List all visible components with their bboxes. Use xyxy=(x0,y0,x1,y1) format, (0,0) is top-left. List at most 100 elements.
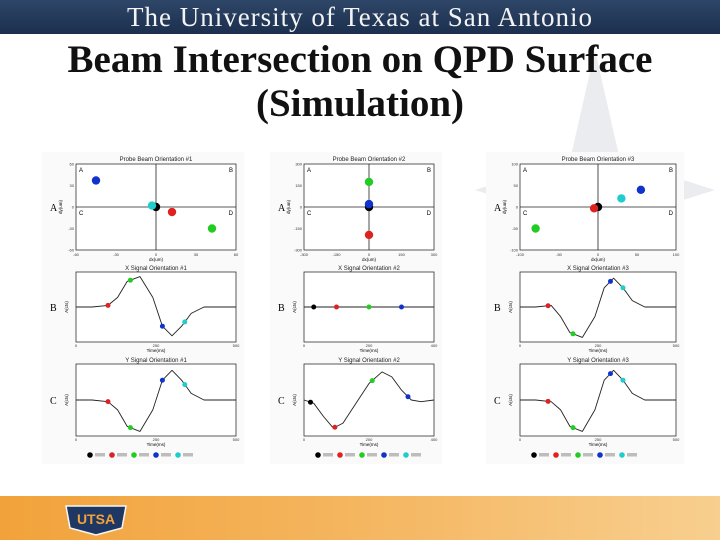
quadrant-label: B xyxy=(669,168,673,174)
legend-swatch xyxy=(403,452,409,458)
signal-marker xyxy=(607,371,613,377)
legend-swatch xyxy=(597,452,603,458)
legend-text-placeholder xyxy=(95,453,105,457)
y-tick-label: 60 xyxy=(70,162,75,167)
signal-marker xyxy=(570,331,576,337)
quadrant-label: D xyxy=(669,211,674,217)
y-tick-label: 0 xyxy=(300,205,303,210)
x-axis-label: dx(um) xyxy=(362,257,377,262)
y-axis-label: A(cts) xyxy=(508,301,513,313)
scatter-point xyxy=(636,185,646,194)
y-tick-label: 150 xyxy=(295,183,302,188)
x-tick-label: -60 xyxy=(73,252,80,257)
simulation-panel-1-chart: Probe Beam Orientation #1 A B C D -60 -30 0 30 60… xyxy=(50,157,240,458)
signal-marker xyxy=(105,399,111,405)
legend-text-placeholder xyxy=(605,453,615,457)
y-tick-label: -30 xyxy=(68,226,75,231)
x-axis-label: dx(um) xyxy=(591,257,606,262)
y-axis-label: A(cts) xyxy=(292,301,297,313)
slide-title: Beam Intersection on QPD Surface (Simula… xyxy=(0,38,720,126)
row-label: A xyxy=(278,203,286,214)
x-tick-label: 400 xyxy=(431,343,438,348)
signal-marker xyxy=(366,304,372,310)
row-label: C xyxy=(50,396,57,407)
y-tick-label: 0 xyxy=(516,205,519,210)
x-axis-label: Time(ms) xyxy=(147,348,166,353)
x-tick-label: 0 xyxy=(155,252,158,257)
row-label: C xyxy=(494,396,501,407)
signal-marker xyxy=(545,303,551,309)
y-axis-label: A(cts) xyxy=(508,394,513,406)
signal-line xyxy=(520,369,676,432)
x-tick-label: 30 xyxy=(194,252,199,257)
simulation-panel-2-chart: Probe Beam Orientation #2 A B C D -300 -150 0 15… xyxy=(278,157,438,458)
scatter-point xyxy=(364,177,374,187)
scatter-title: Probe Beam Orientation #2 xyxy=(333,157,406,163)
x-axis-label: Time(ms) xyxy=(360,348,379,353)
x-tick-label: 200 xyxy=(366,343,373,348)
y-axis-label: A(cts) xyxy=(64,394,69,406)
scatter-point xyxy=(364,230,374,240)
signal-marker xyxy=(308,399,313,405)
quadrant-label: D xyxy=(229,211,234,217)
signal-marker xyxy=(399,304,404,310)
x-tick-label: 0 xyxy=(75,343,78,348)
quadrant-label: C xyxy=(307,211,312,217)
legend-swatch xyxy=(337,452,343,458)
legend-text-placeholder xyxy=(117,453,127,457)
signal-marker xyxy=(182,382,188,388)
x-tick-label: 300 xyxy=(431,252,438,257)
x-tick-label: -300 xyxy=(300,252,309,257)
scatter-title: Probe Beam Orientation #3 xyxy=(562,157,635,163)
legend-text-placeholder xyxy=(583,453,593,457)
y-tick-label: -150 xyxy=(294,226,303,231)
signal-marker xyxy=(159,377,165,383)
signal-title: X Signal Orientation #1 xyxy=(125,266,187,272)
x-tick-label: -30 xyxy=(113,252,120,257)
row-label: B xyxy=(278,303,285,314)
legend-text-placeholder xyxy=(323,453,333,457)
x-axis-label: Time(ms) xyxy=(360,442,379,447)
legend-swatch xyxy=(153,452,159,458)
header-bar: The University of Texas at San Antonio xyxy=(0,0,720,34)
legend-swatch xyxy=(87,452,93,458)
scatter-point xyxy=(91,176,101,185)
simulation-panel-2: Probe Beam Orientation #2 A B C D -300 -150 0 15… xyxy=(270,152,442,464)
y-axis-label: A(cts) xyxy=(64,301,69,313)
quadrant-label: C xyxy=(523,211,528,217)
scatter-point xyxy=(531,224,540,233)
simulation-panel-3-chart: Probe Beam Orientation #3 A B C D -100 -50 0 50 1… xyxy=(494,157,680,458)
signal-marker xyxy=(127,425,133,431)
scatter-point xyxy=(147,201,157,210)
y-tick-label: 30 xyxy=(70,183,75,188)
legend-text-placeholder xyxy=(539,453,549,457)
signal-marker xyxy=(182,319,188,325)
legend-text-placeholder xyxy=(161,453,171,457)
scatter-point xyxy=(207,224,217,233)
legend-swatch xyxy=(359,452,365,458)
signal-title: Y Signal Orientation #1 xyxy=(125,358,187,364)
x-axis-label: Time(ms) xyxy=(589,348,608,353)
signal-frame xyxy=(303,363,435,437)
x-tick-label: 50 xyxy=(635,252,640,257)
slide-title-line1: Beam Intersection on QPD Surface xyxy=(67,38,653,81)
scatter-point xyxy=(589,204,599,213)
quadrant-label: B xyxy=(427,168,431,174)
x-tick-label: -150 xyxy=(332,252,341,257)
x-tick-label: 500 xyxy=(233,437,240,442)
x-tick-label: 250 xyxy=(153,343,160,348)
signal-line xyxy=(520,277,676,338)
quadrant-label: A xyxy=(523,168,527,174)
signal-title: X Signal Orientation #3 xyxy=(567,266,629,272)
y-tick-label: -50 xyxy=(512,226,519,231)
y-axis-label: dy(um) xyxy=(502,200,507,215)
legend-text-placeholder xyxy=(627,453,637,457)
scatter-title: Probe Beam Orientation #1 xyxy=(120,157,193,163)
x-axis-label: Time(ms) xyxy=(147,442,166,447)
x-tick-label: 0 xyxy=(75,437,78,442)
scatter-point xyxy=(617,194,626,203)
signal-marker xyxy=(105,302,111,308)
legend-swatch xyxy=(131,452,137,458)
x-tick-label: -100 xyxy=(516,252,525,257)
simulation-panel-1: Probe Beam Orientation #1 A B C D -60 -30 0 30 60… xyxy=(42,152,244,464)
